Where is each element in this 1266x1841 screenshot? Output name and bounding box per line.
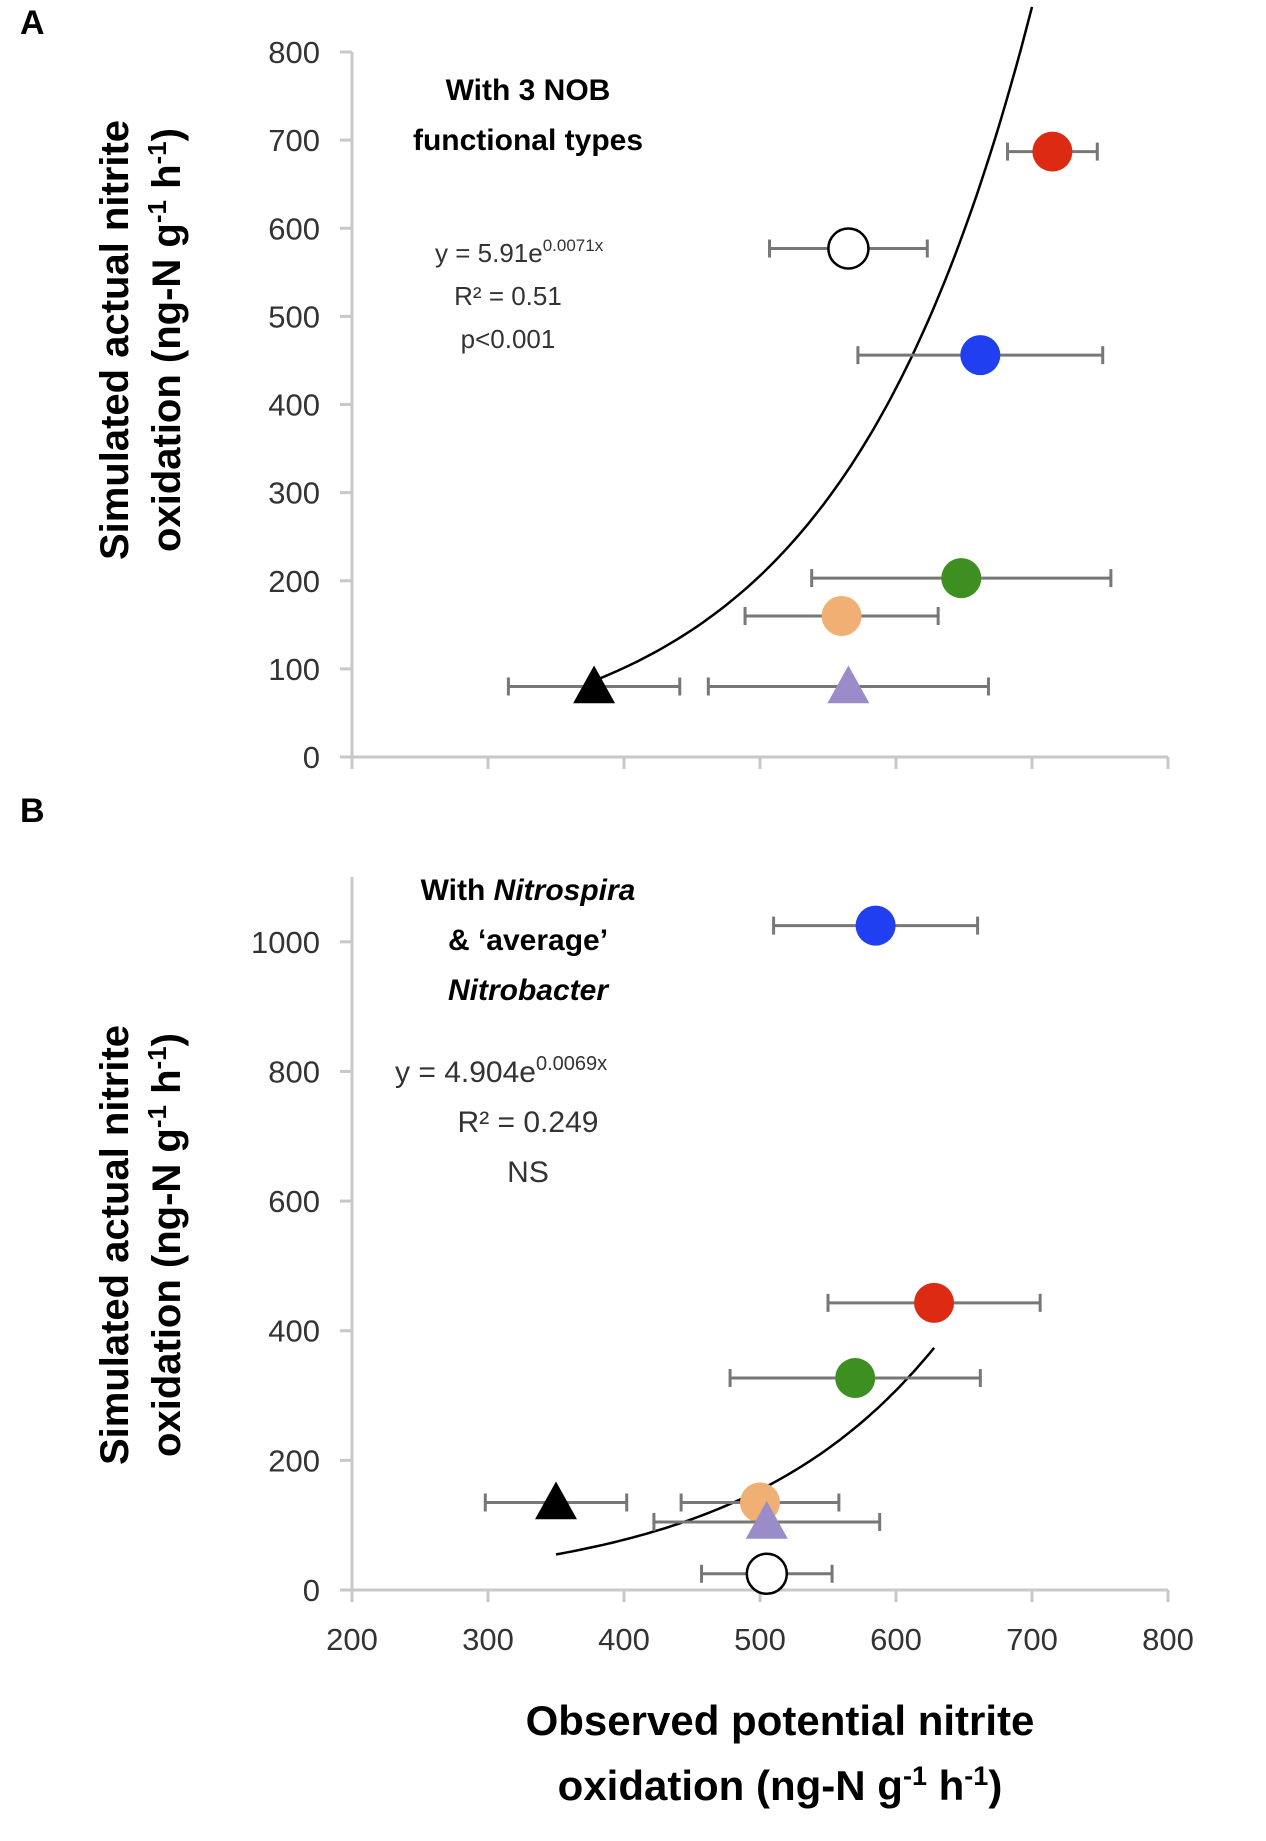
- point-black-a: [573, 665, 616, 704]
- point-purple-a: [827, 665, 870, 704]
- y-tick-label-b: 600: [268, 1184, 320, 1219]
- point-green-a: [941, 558, 982, 599]
- panel-a-title-line2: functional types: [413, 124, 643, 157]
- y-axis-label-a-line1: Simulated actual nitrite: [93, 120, 137, 560]
- point-blue-b: [855, 905, 896, 946]
- points-b: [483, 905, 1042, 1596]
- x-tick-label-b: 500: [734, 1622, 786, 1657]
- point-red-b: [914, 1282, 955, 1323]
- x-tick-label-b: 200: [326, 1622, 378, 1657]
- y-tick-label-a: 300: [268, 476, 320, 511]
- y-tick-label-a: 500: [268, 299, 320, 334]
- x-tick-label-b: 800: [1142, 1622, 1194, 1657]
- panel-a: A Simulated actual nitrite oxidation (ng…: [20, 4, 1170, 775]
- y-tick-label-b: 400: [268, 1314, 320, 1349]
- equation-b: y = 4.904e0.0069x: [395, 1053, 607, 1089]
- x-tick-label-b: 600: [870, 1622, 922, 1657]
- point-white-b: [745, 1552, 789, 1596]
- x-tick-label-b: 300: [462, 1622, 514, 1657]
- r-squared-b: R² = 0.249: [458, 1106, 599, 1139]
- y-tick-label-a: 400: [268, 388, 320, 423]
- y-ticks-a: 0 100 200 300 400 500 600 700 800: [268, 35, 352, 775]
- y-tick-label-a: 700: [268, 123, 320, 158]
- fit-curve-a: [593, 6, 1034, 682]
- y-tick-label-b: 800: [268, 1054, 320, 1089]
- y-axis-label-b-line1: Simulated actual nitrite: [93, 1025, 137, 1465]
- y-tick-label-b: 1000: [251, 925, 320, 960]
- panel-b-title-line2: & ‘average’: [448, 924, 608, 957]
- y-tick-label-b: 200: [268, 1443, 320, 1478]
- panel-label-b: B: [20, 792, 45, 830]
- y-tick-label-a: 800: [268, 35, 320, 70]
- trendline-a: [593, 6, 1034, 682]
- panel-b-title-line1: With Nitrospira: [421, 874, 636, 907]
- x-tick-label-b: 400: [598, 1622, 650, 1657]
- point-blue-a: [960, 335, 1001, 376]
- points-a: [506, 131, 1113, 704]
- p-value-a: p<0.001: [461, 324, 556, 354]
- point-black-b: [535, 1481, 577, 1520]
- x-axis-label-b-line2: oxidation (ng-N g-1 h-1): [558, 1761, 1003, 1809]
- panel-b-title-line3: Nitrobacter: [448, 974, 610, 1007]
- equation-a: y = 5.91e0.0071x: [435, 236, 604, 268]
- y-axis-label-a-line2: oxidation (ng-N g-1 h-1): [142, 128, 189, 552]
- y-tick-label-b: 0: [303, 1573, 320, 1608]
- point-green-b: [835, 1358, 876, 1399]
- point-red-a: [1032, 131, 1073, 172]
- x-tick-label-b: 700: [1006, 1622, 1058, 1657]
- point-white-a: [827, 227, 870, 270]
- panel-b: B Simulated actual nitrite oxidation (ng…: [20, 792, 1194, 1809]
- y-axis-label-b-line2: oxidation (ng-N g-1 h-1): [142, 1033, 189, 1457]
- panel-label-a: A: [20, 4, 45, 42]
- y-tick-label-a: 600: [268, 211, 320, 246]
- x-ticks-a: [350, 757, 1170, 769]
- p-value-b: NS: [507, 1156, 549, 1189]
- x-axis-label-b-line1: Observed potential nitrite: [526, 1697, 1035, 1744]
- y-tick-label-a: 100: [268, 652, 320, 687]
- x-ticks-b: 200 300 400 500 600 700 800: [326, 1590, 1194, 1657]
- y-tick-label-a: 0: [303, 740, 320, 775]
- point-purple-b: [745, 1500, 788, 1539]
- y-ticks-b: 0 200 400 600 800 1000: [251, 925, 352, 1608]
- r-squared-a: R² = 0.51: [454, 281, 562, 311]
- point-orange-a: [821, 596, 862, 636]
- panel-a-title-line1: With 3 NOB: [446, 74, 611, 107]
- y-tick-label-a: 200: [268, 564, 320, 599]
